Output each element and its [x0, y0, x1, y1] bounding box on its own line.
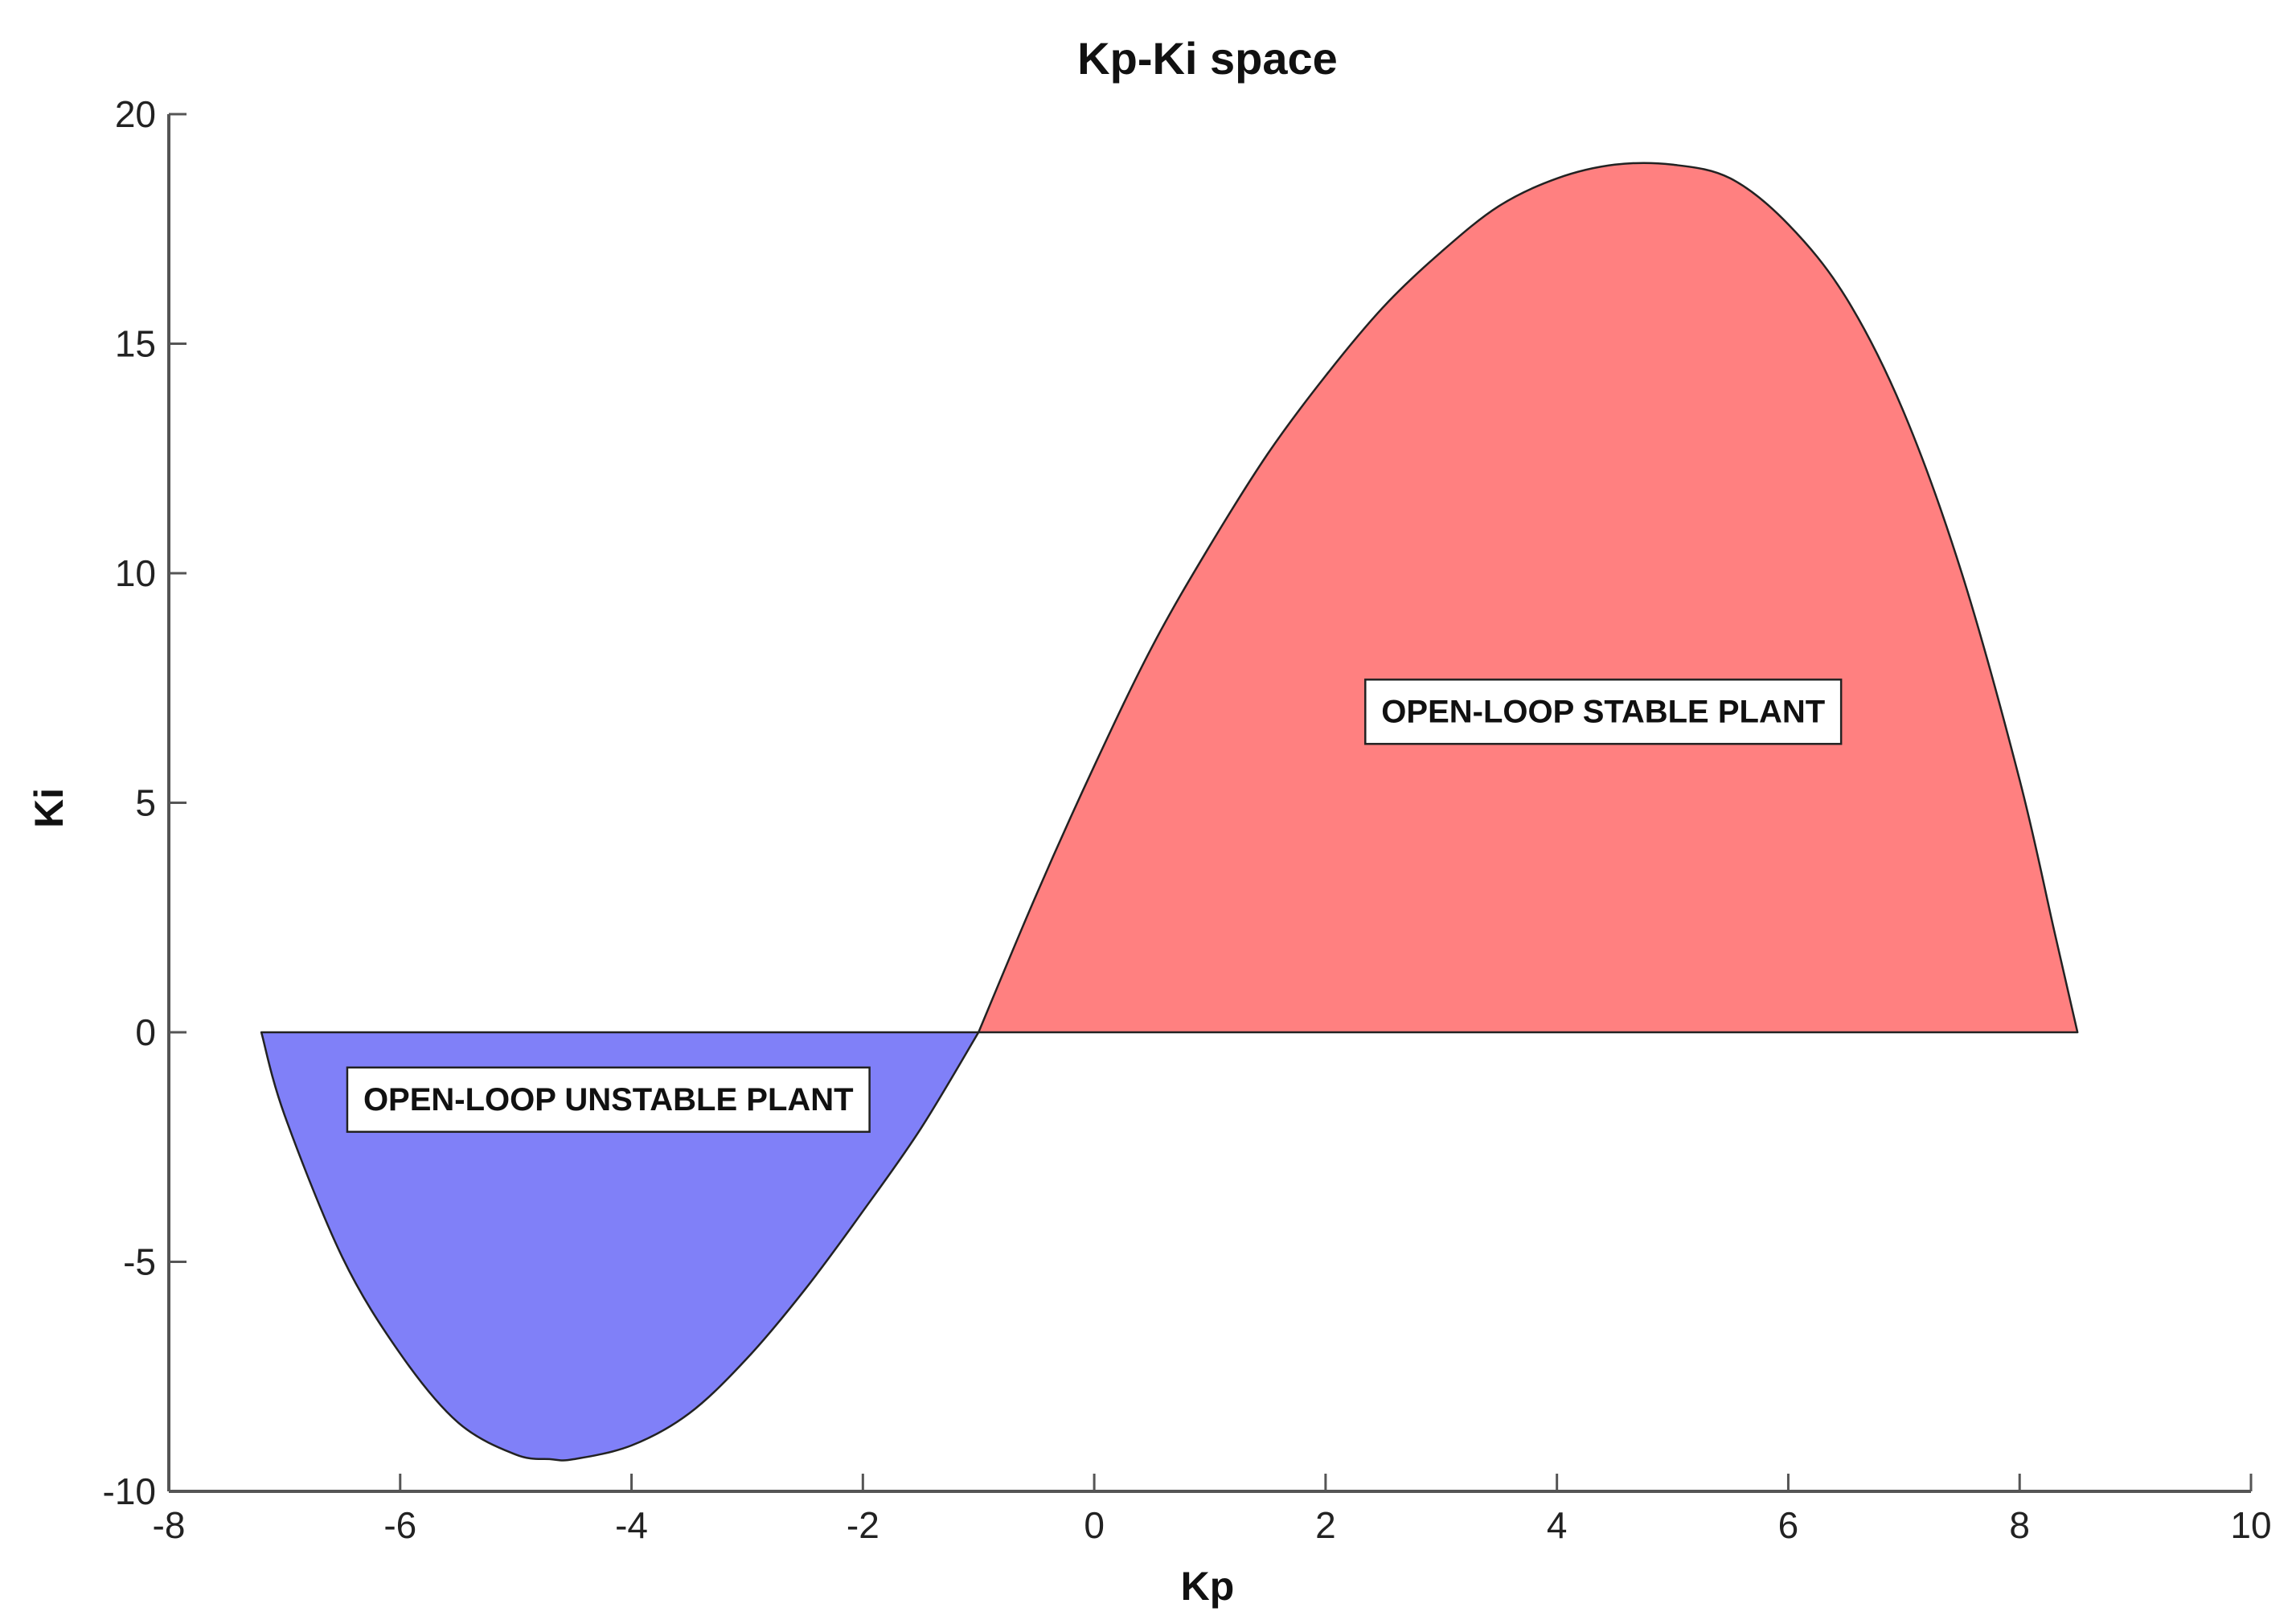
x-tick-label: -8: [153, 1504, 186, 1546]
y-tick-label: 20: [115, 93, 156, 135]
x-tick-label: 2: [1315, 1504, 1336, 1546]
ticks-layer: -8 -6 -4 -2 0 2 4 6 8 10 -10 -5 0 5 10 15 20: [103, 93, 2272, 1546]
annotation-box: OPEN-LOOP UNSTABLE PLANT: [346, 1066, 871, 1134]
x-tick-label: 8: [2009, 1504, 2030, 1546]
x-tick-label: 6: [1778, 1504, 1799, 1546]
y-axis-label: Ki: [27, 788, 72, 828]
y-tick-label: 0: [135, 1011, 156, 1053]
chart-title: Kp-Ki space: [1077, 33, 1338, 84]
y-tick-label: 15: [115, 323, 156, 365]
y-tick-label: -10: [103, 1470, 156, 1512]
x-tick-label: -6: [383, 1504, 416, 1546]
annotations-layer: OPEN-LOOP STABLE PLANT OPEN-LOOP UNSTABLE…: [346, 679, 1843, 1134]
annotation-text: OPEN-LOOP UNSTABLE PLANT: [363, 1082, 854, 1118]
regions-layer: [260, 162, 2079, 1462]
x-axis-label: Kp: [1181, 1564, 1235, 1609]
annotation-box: OPEN-LOOP STABLE PLANT: [1364, 679, 1843, 745]
y-tick-label: -5: [123, 1241, 156, 1283]
annotation-box-frame: [346, 1066, 871, 1134]
x-tick-label: 4: [1547, 1504, 1568, 1546]
x-tick-label: 0: [1084, 1504, 1105, 1546]
y-tick-label: 10: [115, 552, 156, 594]
y-tick-label: 5: [135, 782, 156, 824]
stable-region: [977, 162, 2079, 1034]
annotation-box-frame: [1364, 679, 1843, 745]
x-tick-label: -2: [847, 1504, 879, 1546]
x-tick-label: -4: [615, 1504, 648, 1546]
annotation-text: OPEN-LOOP STABLE PLANT: [1381, 694, 1825, 729]
x-tick-label: 10: [2230, 1504, 2271, 1546]
unstable-region: [260, 1031, 980, 1462]
